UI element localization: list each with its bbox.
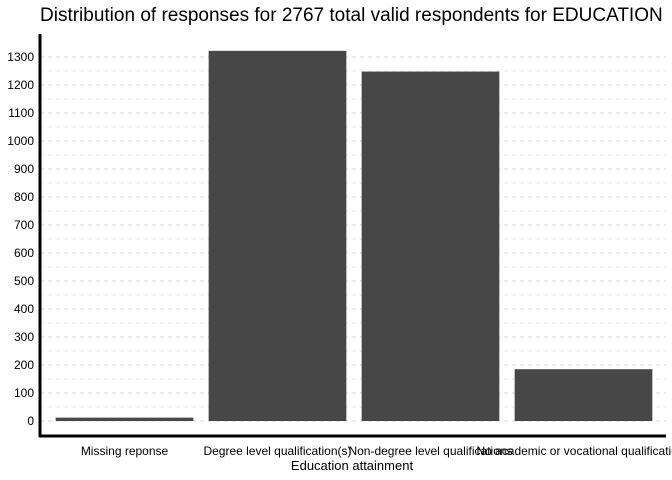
grid-lines	[40, 56, 666, 422]
x-tick-label: No academic or vocational qualifications	[476, 444, 672, 458]
y-tick-label: 1300	[7, 50, 34, 64]
chart-title: Distribution of responses for 2767 total…	[40, 5, 663, 26]
bar	[208, 50, 347, 422]
y-tick-label: 400	[14, 302, 34, 316]
x-tick-label: Non-degree level qualifications	[348, 444, 512, 458]
y-tick-label: 0	[27, 414, 34, 428]
y-tick-label: 200	[14, 358, 34, 372]
bar	[361, 71, 500, 421]
y-tick-label: 700	[14, 218, 34, 232]
y-axis-ticks: 0 100 200 300 400 500 600 700 800 900 1000 1100 1200…	[7, 50, 34, 428]
x-axis-title: Education attainment	[291, 458, 414, 473]
y-tick-label: 1200	[7, 78, 34, 92]
x-tick-label: Missing reponse	[81, 444, 169, 458]
y-tick-label: 800	[14, 190, 34, 204]
y-tick-label: 300	[14, 330, 34, 344]
bar	[514, 369, 653, 421]
x-tick-label: Degree level qualification(s)	[203, 444, 351, 458]
bars	[55, 50, 653, 422]
y-tick-label: 900	[14, 162, 34, 176]
bar	[55, 417, 194, 421]
y-tick-label: 1100	[8, 106, 34, 120]
y-tick-label: 500	[14, 274, 34, 288]
y-tick-label: 100	[14, 386, 34, 400]
y-tick-label: 600	[14, 246, 34, 260]
x-axis-ticks: Missing reponse Degree level qualificatio…	[81, 444, 672, 458]
y-tick-label: 1000	[7, 134, 34, 148]
